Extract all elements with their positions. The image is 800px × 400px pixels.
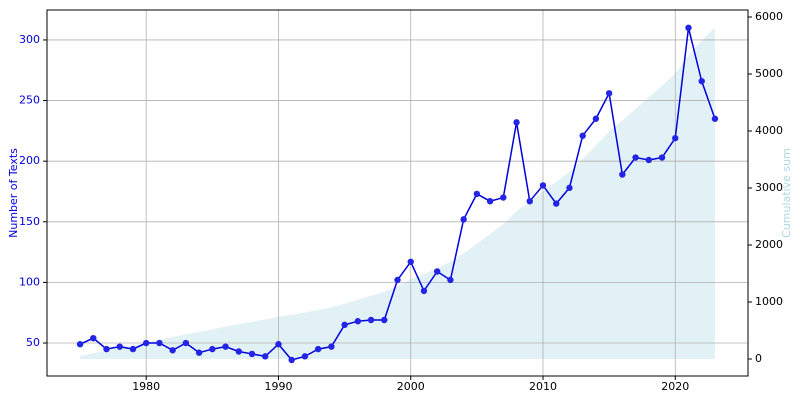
y2-tick-label: 4000 bbox=[755, 124, 783, 137]
data-point bbox=[526, 197, 533, 205]
data-point bbox=[182, 339, 190, 347]
data-point bbox=[658, 154, 666, 161]
x-tick-label: 1980 bbox=[132, 380, 160, 393]
data-point bbox=[645, 156, 653, 164]
data-point bbox=[301, 353, 309, 360]
data-point bbox=[592, 115, 600, 122]
data-point bbox=[460, 216, 467, 223]
y2-tick-label: 6000 bbox=[755, 10, 783, 23]
x-tick-label: 2020 bbox=[661, 380, 689, 393]
data-point bbox=[156, 339, 163, 347]
data-point bbox=[605, 90, 613, 97]
y2-tick-label: 1000 bbox=[755, 295, 783, 308]
data-point bbox=[394, 276, 401, 284]
data-point bbox=[381, 316, 388, 324]
y2-tick-label: 3000 bbox=[755, 181, 783, 194]
x-tick-label: 1990 bbox=[264, 380, 292, 393]
data-point bbox=[698, 77, 705, 85]
data-point bbox=[500, 194, 507, 201]
data-point bbox=[354, 318, 362, 325]
data-point bbox=[407, 258, 414, 265]
data-point bbox=[222, 343, 229, 350]
y-tick-label: 150 bbox=[19, 215, 40, 228]
data-point bbox=[103, 345, 110, 353]
data-point bbox=[90, 334, 97, 342]
data-point bbox=[539, 182, 547, 189]
data-point bbox=[420, 287, 428, 295]
data-point bbox=[235, 348, 242, 355]
data-point bbox=[619, 171, 626, 178]
y2-tick-label: 2000 bbox=[755, 238, 783, 251]
data-point bbox=[142, 339, 150, 347]
data-point bbox=[685, 24, 692, 32]
data-point bbox=[553, 200, 560, 207]
data-point bbox=[169, 347, 176, 354]
y-tick-label: 100 bbox=[19, 275, 40, 288]
cumulative-area bbox=[80, 27, 715, 360]
y2-tick-label: 5000 bbox=[755, 67, 783, 80]
data-point bbox=[129, 345, 137, 353]
x-tick-label: 2000 bbox=[397, 380, 425, 393]
y-tick-label: 250 bbox=[19, 94, 40, 107]
data-point bbox=[447, 276, 454, 284]
data-point bbox=[513, 119, 520, 126]
data-point bbox=[288, 356, 295, 364]
data-point bbox=[275, 341, 282, 348]
data-point bbox=[473, 190, 481, 198]
y-tick-label: 200 bbox=[19, 154, 40, 167]
data-point bbox=[711, 115, 719, 122]
x-tick-label: 2010 bbox=[529, 380, 557, 393]
data-point bbox=[116, 343, 123, 350]
y-axis-label: Number of Texts bbox=[7, 148, 20, 238]
y2-tick-label: 0 bbox=[755, 352, 762, 365]
data-point bbox=[76, 341, 84, 348]
y-tick-label: 300 bbox=[19, 33, 40, 46]
y2-axis-label: Cumulative sum bbox=[780, 148, 793, 238]
data-point bbox=[248, 350, 256, 358]
data-point bbox=[632, 154, 639, 161]
data-point bbox=[328, 343, 335, 350]
data-point bbox=[433, 268, 441, 275]
data-point bbox=[486, 197, 494, 205]
data-point bbox=[579, 132, 586, 139]
data-point bbox=[314, 345, 322, 353]
data-point bbox=[195, 349, 203, 356]
data-point bbox=[672, 134, 679, 142]
data-point bbox=[262, 353, 269, 360]
data-point bbox=[367, 316, 375, 324]
plot-area: 1980 1990 2000 2010 202050100150200250300010… bbox=[19, 10, 783, 393]
y-tick-label: 50 bbox=[26, 336, 40, 349]
data-point bbox=[341, 321, 348, 329]
data-point bbox=[209, 345, 216, 353]
data-point bbox=[566, 184, 573, 192]
axes-frame bbox=[46, 9, 749, 377]
